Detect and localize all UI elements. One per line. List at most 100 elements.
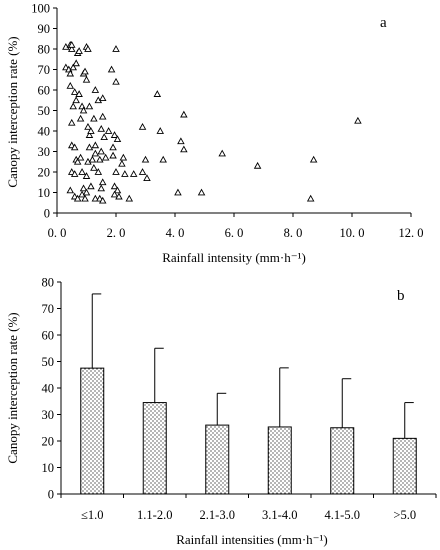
x-tick-label: 8. 0 [284,226,303,240]
scatter-point [85,102,94,110]
y-tick-label: 0 [44,207,50,221]
scatter-point [159,155,167,163]
scatter-point [153,90,162,97]
y-tick-label: 70 [38,63,51,77]
scatter-point [113,186,122,194]
scatter-point [70,170,79,177]
scatter-point [67,118,76,126]
x-tick-label: 0. 0 [48,226,67,240]
y-axis-title: Canopy interception rate (%) [5,36,20,187]
scatter-point [78,168,86,175]
y-tick-label: 80 [42,276,55,290]
x-tick-label: 12. 0 [399,226,424,240]
scatter-point [84,122,92,130]
scatter-point [85,131,94,138]
scatter-point [156,127,165,134]
scatter-point [100,133,108,141]
x-tick-label: 6. 0 [225,226,244,240]
scatter-point [75,47,83,54]
scatter-point [107,65,116,73]
x-axis-ticks: 0. 0 2. 0 4. 0 6. 0 8. 0 10. 0 12. 0 [48,213,424,240]
scatter-point [66,69,75,77]
scatter-point [91,141,100,149]
scatter-point [73,157,82,165]
x-tick-label: ≤1.0 [81,508,104,522]
y-tick-label: 0 [48,488,54,502]
scatter-point [82,172,91,179]
scatter-point [110,131,119,138]
y-tick-label: 50 [38,104,51,118]
bar [330,427,355,495]
scatter-point [112,77,120,85]
scatter-point [66,81,75,89]
scatter-point [306,194,315,202]
x-axis-title: Rainfall intensities (mm·h⁻¹) [176,532,328,547]
scatter-point [67,40,76,48]
scatter-point [138,168,147,175]
bars [80,367,417,495]
scatter-point [129,170,138,177]
scatter-point [79,184,88,192]
scatter-point [96,155,104,163]
scatter-point [110,190,119,198]
scatter-point [79,106,88,114]
scatter-point [113,135,122,143]
y-tick-label: 60 [42,329,55,343]
y-tick-label: 80 [38,43,51,57]
scatter-point [85,143,94,151]
scatter-point [94,168,103,175]
scatter-point [118,159,126,167]
scatter-point [70,88,79,95]
y-tick-label: 10 [38,186,51,200]
scatter-point [72,59,80,67]
x-tick-label: 4. 0 [166,226,185,240]
scatter-point [90,163,98,171]
scatter-point [112,168,120,175]
bar [80,367,105,495]
scatter-point [115,192,123,200]
scatter-panel: 0. 0 2. 0 4. 0 6. 0 8. 0 10. 0 12. 0 0 10 20 30 40… [5,2,424,266]
y-tick-label: 10 [42,461,55,475]
scatter-point [97,184,106,192]
scatter-point [141,155,150,163]
scatter-point [66,186,75,194]
x-tick-label: 3.1-4.0 [262,508,297,522]
scatter-point [67,45,76,52]
bar [142,402,167,495]
scatter-point [110,182,119,190]
y-tick-label: 40 [42,382,55,396]
y-tick-label: 70 [42,302,55,316]
scatter-point [98,196,107,204]
x-tick-label: >5.0 [393,508,416,522]
scatter-point [69,102,77,110]
scatter-point [73,194,82,202]
bar [392,437,417,495]
y-tick-label: 30 [38,145,51,159]
scatter-point [138,122,147,130]
scatter-point [180,145,188,153]
y-tick-label: 100 [31,2,50,16]
y-axis-title: Canopy interception rate (%) [5,312,20,463]
scatter-point [112,45,120,52]
y-tick-label: 40 [38,125,51,139]
scatter-point [197,188,206,196]
scatter-point [101,153,110,161]
scatter-point [354,116,362,124]
scatter-point [109,151,117,159]
x-tick-label: 2.1-3.0 [200,508,235,522]
x-axis-ticks: ≤1.0 1.1-2.0 2.1-3.0 3.1-4.0 4.1-5.0 >5.0 [60,494,437,522]
scatter-point [76,114,85,122]
y-tick-label: 20 [38,166,51,180]
scatter-point [75,90,83,97]
scatter-point [87,127,95,134]
scatter-point [177,137,185,145]
scatter-point [98,112,107,120]
scatter-point [76,153,85,161]
scatter-point [104,127,113,134]
scatter-point [180,110,188,118]
scatter-point [97,147,106,155]
x-tick-label: 10. 0 [340,226,365,240]
scatter-point [98,94,107,102]
bar [267,426,292,495]
